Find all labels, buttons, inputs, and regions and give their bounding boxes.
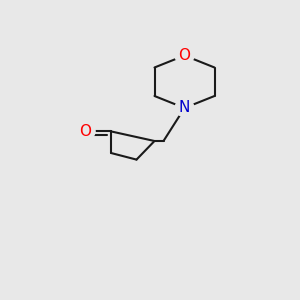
Ellipse shape	[76, 123, 95, 140]
Text: O: O	[178, 48, 190, 63]
Ellipse shape	[175, 47, 194, 64]
Text: N: N	[179, 100, 190, 116]
Ellipse shape	[175, 100, 194, 116]
Text: O: O	[80, 124, 92, 139]
